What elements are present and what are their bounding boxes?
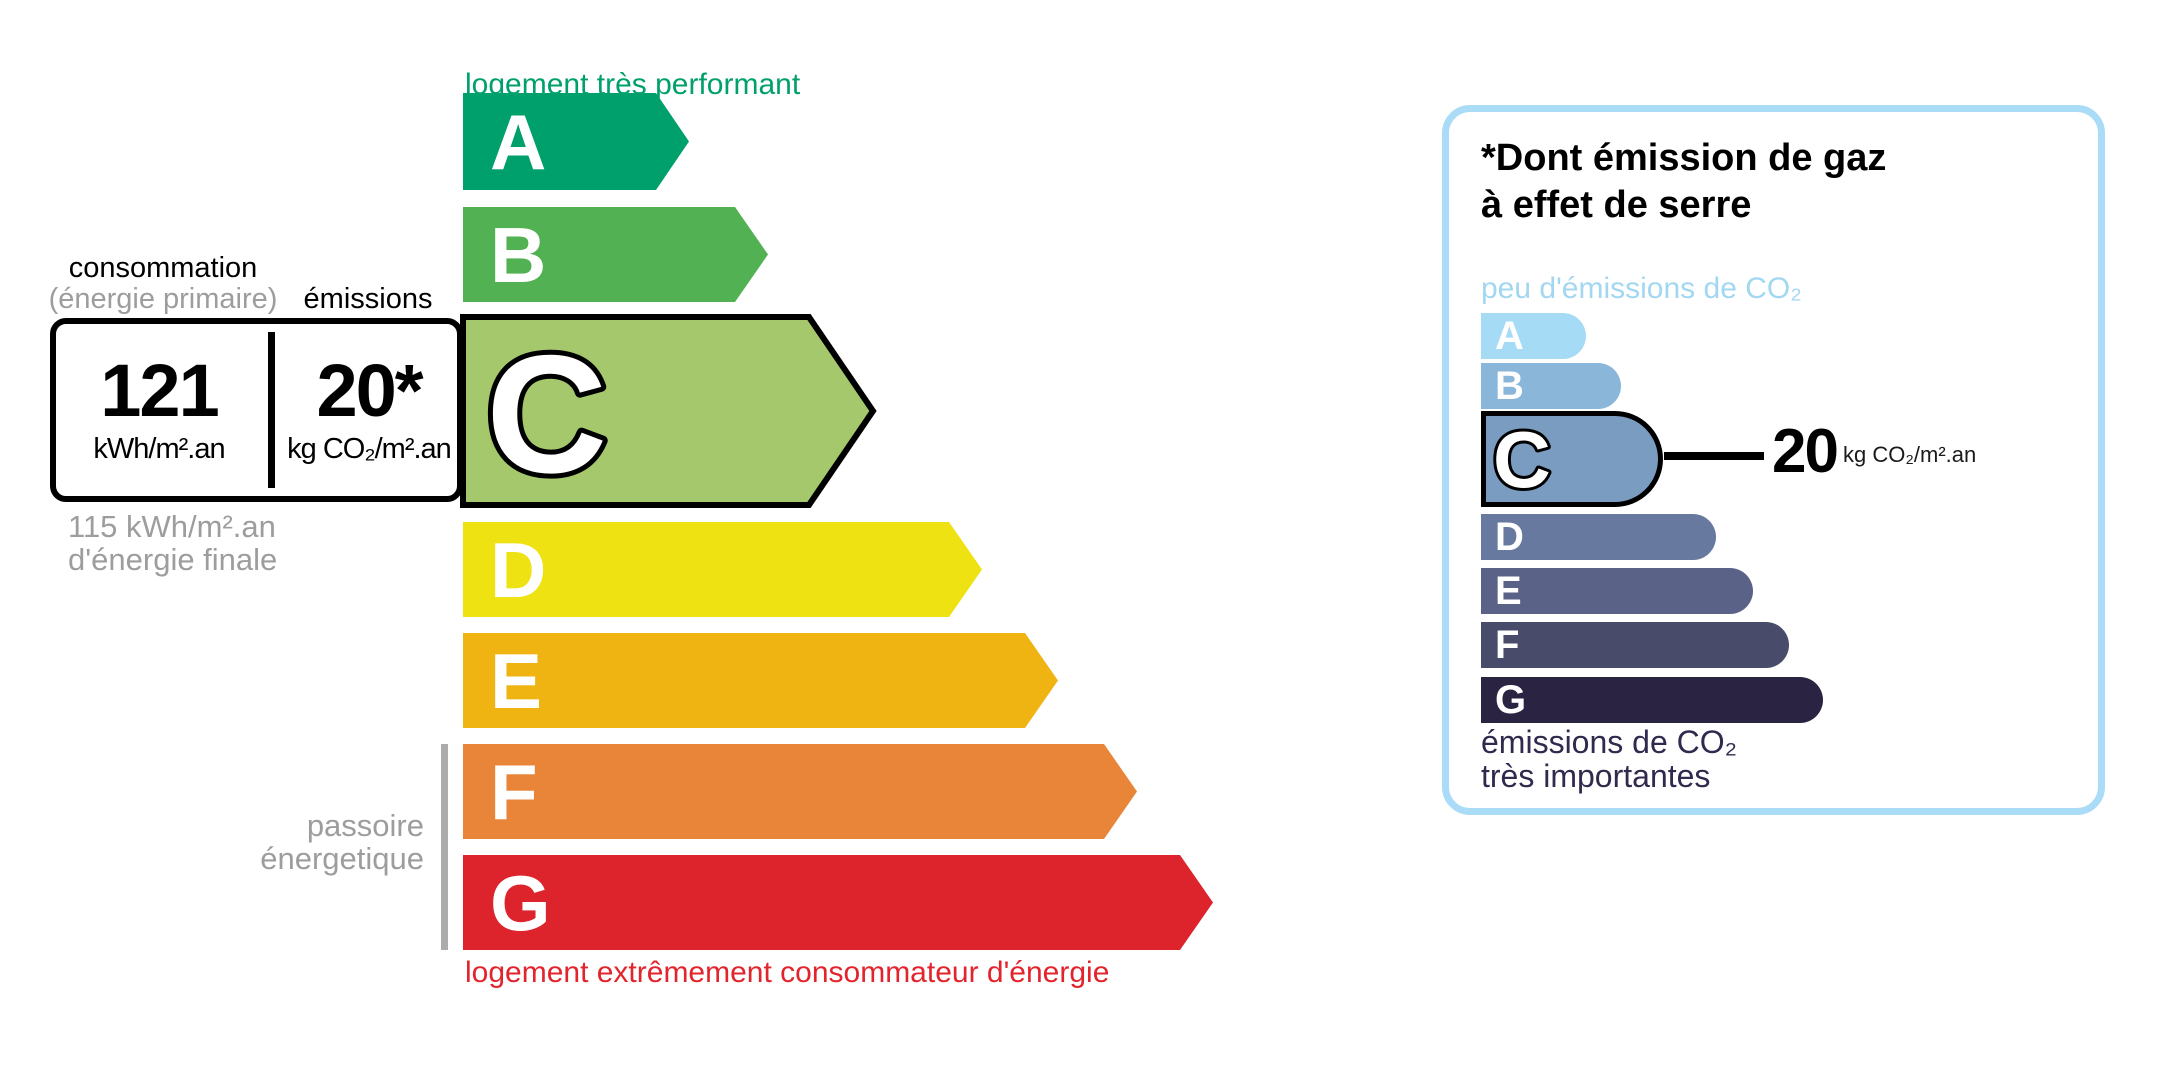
emissions-value: 20* — [316, 349, 423, 432]
co2-class-letter-g: G — [1495, 678, 1527, 722]
co2-value-callout-line — [1664, 452, 1764, 460]
energy-class-bar-a: A — [463, 93, 689, 190]
co2-class-bar-c-active: C — [1481, 411, 1663, 507]
co2-low-emissions-label: peu d'émissions de CO₂ — [1481, 272, 1802, 305]
final-energy-note: 115 kWh/m².an d'énergie finale — [68, 509, 278, 577]
co2-panel-title-line1: *Dont émission de gaz — [1481, 137, 1887, 179]
energy-class-bar-c-active: C — [460, 314, 877, 508]
co2-high-emissions-line1: émissions de CO₂ — [1481, 724, 1738, 760]
energy-class-letter-d: D — [490, 525, 547, 614]
co2-class-letter-f: F — [1495, 623, 1520, 667]
co2-class-letter-a: A — [1495, 314, 1524, 358]
c-arrow-shape — [460, 314, 877, 508]
co2-value: 20 — [1772, 417, 1839, 486]
co2-pill-shape — [1481, 411, 1663, 507]
emissions-cell: 20* kg CO₂/m².an — [275, 318, 463, 502]
emissions-label: émissions — [303, 283, 433, 315]
energy-class-bar-g: G — [463, 855, 1213, 950]
energy-class-bar-b: B — [463, 207, 768, 302]
energy-class-letter-c: C — [486, 320, 607, 508]
energy-sieve-bracket — [441, 744, 448, 950]
co2-class-letter-b: B — [1495, 364, 1524, 408]
energy-class-letter-g: G — [490, 858, 551, 947]
energy-sieve-label: passoire énergetique — [214, 808, 424, 876]
energy-class-letter-f: F — [490, 747, 538, 836]
consumption-label: consommation — [68, 252, 258, 284]
co2-class-letter-c: C — [1493, 415, 1551, 504]
primary-energy-sublabel: (énergie primaire) — [48, 283, 278, 315]
energy-class-bar-e: E — [463, 633, 1058, 728]
co2-class-bar-b: B — [1481, 363, 1621, 409]
co2-high-emissions-line2: très importantes — [1481, 757, 1711, 794]
co2-class-bar-d: D — [1481, 514, 1716, 560]
energy-sieve-line2: énergetique — [260, 840, 424, 876]
co2-class-letter-d: D — [1495, 515, 1524, 559]
co2-value-unit: kg CO₂/m².an — [1843, 442, 1977, 467]
energy-class-letter-e: E — [490, 636, 543, 725]
energy-sieve-line1: passoire — [306, 808, 424, 843]
co2-class-letter-e: E — [1495, 569, 1522, 613]
final-energy-line2: d'énergie finale — [68, 541, 278, 577]
consumption-values-box — [50, 318, 463, 502]
scale-bottom-label: logement extrêmement consommateur d'éner… — [465, 956, 1110, 989]
energy-class-letter-b: B — [490, 210, 547, 299]
primary-energy-value: 121 — [100, 349, 219, 432]
co2-class-bar-f: F — [1481, 622, 1789, 668]
co2-class-bar-a: A — [1481, 313, 1586, 359]
energy-class-bar-d: D — [463, 522, 982, 617]
primary-energy-unit: kWh/m².an — [93, 433, 225, 465]
co2-high-emissions-label: émissions de CO₂ très importantes — [1481, 724, 1738, 794]
primary-energy-cell: 121 kWh/m².an — [50, 318, 268, 502]
co2-panel-title-line2: à effet de serre — [1481, 184, 1752, 226]
co2-class-bar-e: E — [1481, 568, 1753, 614]
emissions-unit: kg CO₂/m².an — [287, 433, 452, 465]
energy-class-letter-a: A — [490, 97, 547, 186]
co2-class-bar-g: G — [1481, 677, 1823, 723]
final-energy-line1: 115 kWh/m².an — [68, 509, 276, 544]
energy-class-bar-f: F — [463, 744, 1137, 839]
values-box-divider — [268, 332, 275, 488]
